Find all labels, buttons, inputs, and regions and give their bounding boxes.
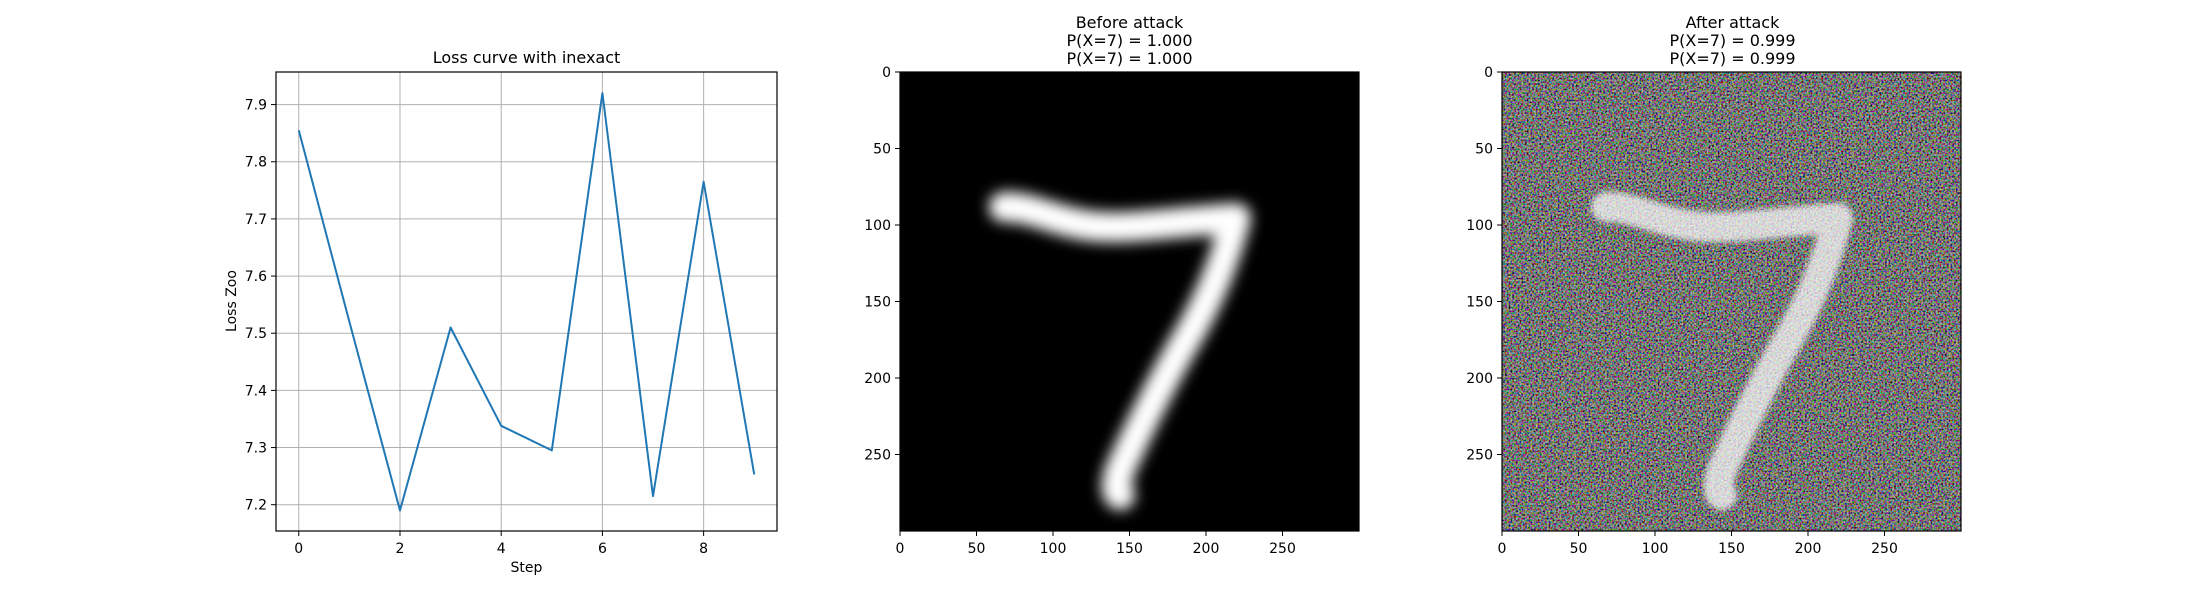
x-tick-label: 6 <box>598 541 607 557</box>
x-tick-label: 2 <box>396 541 405 557</box>
x-tick-label: 50 <box>1570 541 1588 557</box>
x-tick-label: 200 <box>1795 541 1822 557</box>
y-tick-label: 0 <box>1484 65 1493 81</box>
y-tick-label: 7.7 <box>245 212 267 228</box>
after-attack-title: After attack P(X=7) = 0.999 P(X=7) = 0.9… <box>1669 13 1795 68</box>
y-tick-label: 7.6 <box>245 269 267 285</box>
y-tick-label: 150 <box>864 295 891 311</box>
y-tick-label: 7.2 <box>245 498 267 514</box>
y-tick-label: 100 <box>1466 218 1493 234</box>
loss-chart-ylabel: Loss Zoo <box>224 270 240 332</box>
y-tick-label: 50 <box>873 142 891 158</box>
y-tick-label: 200 <box>1466 371 1493 387</box>
x-tick-label: 200 <box>1193 541 1220 557</box>
after-attack-title-line-2: P(X=7) = 0.999 <box>1669 31 1795 50</box>
y-tick-label: 250 <box>864 448 891 464</box>
loss-chart-xlabel: Step <box>511 560 543 576</box>
before-attack-title: Before attack P(X=7) = 1.000 P(X=7) = 1.… <box>1066 13 1192 68</box>
y-tick-label: 7.8 <box>245 155 267 171</box>
loss-chart-frame <box>275 71 778 532</box>
loss-chart-series <box>297 92 756 512</box>
x-tick-label: 0 <box>896 541 905 557</box>
y-tick-label: 150 <box>1466 295 1493 311</box>
after-attack-title-line-3: P(X=7) = 0.999 <box>1669 49 1795 68</box>
x-tick-label: 150 <box>1116 541 1143 557</box>
before-attack-panel: Before attack P(X=7) = 1.000 P(X=7) = 1.… <box>864 13 1360 557</box>
after-attack-panel: After attack P(X=7) = 0.999 P(X=7) = 0.9… <box>1466 13 1962 557</box>
y-tick-label: 7.5 <box>245 326 267 342</box>
before-attack-title-line-1: Before attack <box>1076 13 1184 32</box>
y-tick-label: 250 <box>1466 448 1493 464</box>
loss-chart-ticks: 0 2 4 6 8 7.2 7.3 7.4 7.5 7.6 7.7 7.8 7.9 <box>245 98 708 557</box>
loss-chart-title: Loss curve with inexact <box>433 48 621 67</box>
y-tick-label: 200 <box>864 371 891 387</box>
loss-line <box>297 92 756 512</box>
x-tick-label: 250 <box>1871 541 1898 557</box>
x-tick-label: 150 <box>1718 541 1745 557</box>
x-tick-label: 8 <box>699 541 708 557</box>
x-tick-label: 50 <box>968 541 986 557</box>
after-attack-digit-noise <box>1502 72 1961 531</box>
loss-chart: 0 2 4 6 8 7.2 7.3 7.4 7.5 7.6 7.7 7.8 7.9 Loss curve… <box>224 48 778 576</box>
before-attack-ticks: 0 50 100 150 200 250 0 50 100 150 200 250 <box>864 65 1296 557</box>
loss-chart-grid <box>276 72 777 531</box>
after-attack-ticks: 0 50 100 150 200 250 0 50 100 150 200 250 <box>1466 65 1898 557</box>
before-attack-digit <box>989 191 1251 510</box>
x-tick-label: 100 <box>1040 541 1067 557</box>
y-tick-label: 50 <box>1475 142 1493 158</box>
x-tick-label: 250 <box>1269 541 1296 557</box>
y-tick-label: 7.9 <box>245 98 267 114</box>
x-tick-label: 0 <box>1498 541 1507 557</box>
x-tick-label: 100 <box>1642 541 1669 557</box>
y-tick-label: 7.4 <box>245 383 267 399</box>
before-attack-title-line-3: P(X=7) = 1.000 <box>1066 49 1192 68</box>
y-tick-label: 100 <box>864 218 891 234</box>
y-tick-label: 7.3 <box>245 441 267 457</box>
after-attack-title-line-1: After attack <box>1686 13 1780 32</box>
x-tick-label: 0 <box>294 541 303 557</box>
x-tick-label: 4 <box>497 541 506 557</box>
y-tick-label: 0 <box>882 65 891 81</box>
before-attack-title-line-2: P(X=7) = 1.000 <box>1066 31 1192 50</box>
